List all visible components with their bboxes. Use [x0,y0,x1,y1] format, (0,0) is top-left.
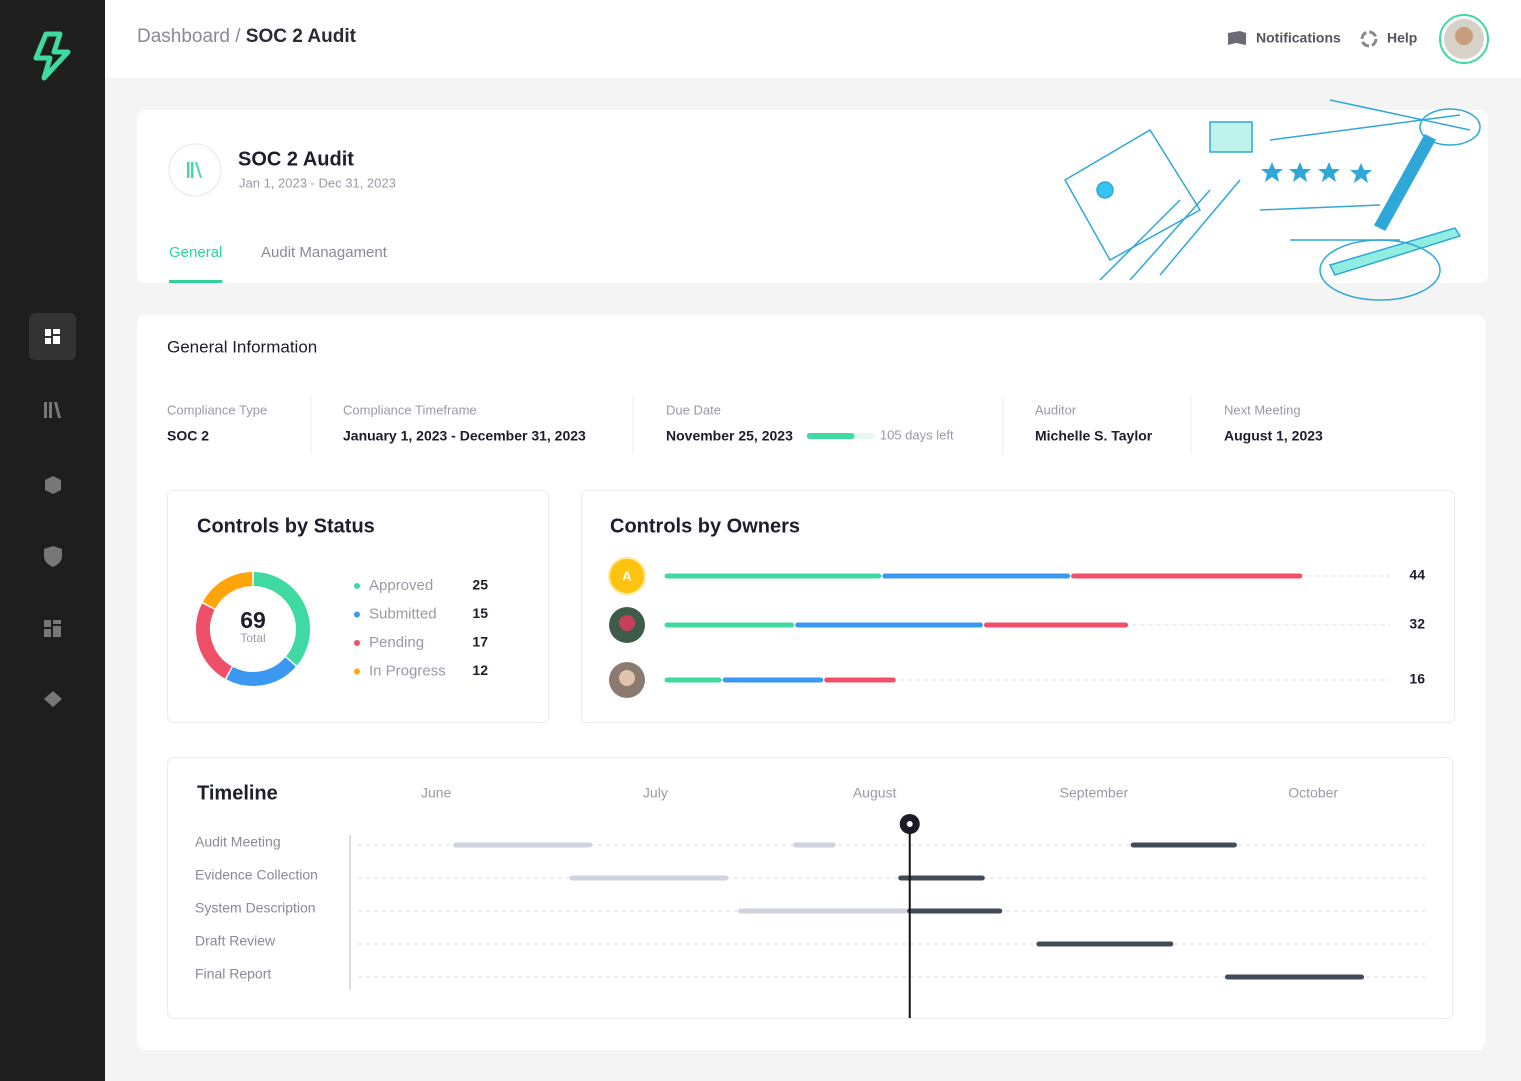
tab[interactable]: Audit Managament [261,244,388,261]
owner-total: 32 [1409,616,1425,632]
donut-total: 69 [240,607,266,633]
legend-dot [354,611,360,618]
field-value: SOC 2 [167,428,209,444]
tab[interactable]: General [169,244,222,261]
owner-total: 16 [1409,671,1425,687]
notifications-icon[interactable] [1228,31,1246,45]
owner-initial: A [622,568,632,583]
owner-avatar-face [619,615,635,631]
legend-dot [354,640,360,646]
field-label: Due Date [666,402,721,417]
timeline-title: Timeline [197,782,278,804]
today-marker-dot [906,821,913,827]
legend-dot [354,668,360,675]
illustration [1063,99,1481,301]
field-label: Compliance Timeframe [343,402,477,417]
sidebar [0,0,105,1081]
nav-icons[interactable] [44,402,62,707]
field-label: Next Meeting [1224,402,1301,417]
donut-segment [253,572,310,666]
legend-value: 12 [472,662,488,678]
donut-segment [196,603,233,679]
owner-avatar [608,557,646,595]
timeline-row-label: Evidence Collection [195,867,318,883]
breadcrumb-current: SOC 2 Audit [246,26,357,47]
legend-dot [354,583,360,589]
owners-card [581,490,1455,723]
field-value: November 25, 2023 [666,428,793,444]
month-label: June [421,785,452,801]
timeline-card [167,757,1453,1019]
timeline-row-label: Audit Meeting [195,834,281,850]
breadcrumb-parent[interactable]: Dashboard [137,26,230,47]
breadcrumb-separator: / [235,26,241,47]
owners-title: Controls by Owners [610,515,800,537]
audit-title: SOC 2 Audit [238,148,354,170]
audit-icon [168,143,222,197]
donut-total-label: Total [240,631,265,645]
audit-period: Jan 1, 2023 - Dec 31, 2023 [239,175,396,190]
legend-value: 17 [472,634,488,650]
illustration-stars [1261,162,1372,183]
progress-bar [806,433,855,439]
nav-dashboard[interactable] [29,313,76,360]
header [105,0,1521,78]
owner-avatar-face [619,670,635,686]
status-title: Controls by Status [197,515,375,537]
status-card [167,490,549,723]
audit-card [137,110,1488,283]
legend-label: Approved [369,577,433,594]
legend-value: 15 [472,605,488,621]
days-left: 105 days left [880,427,954,442]
legend-label: Pending [369,634,424,651]
field-value: August 1, 2023 [1224,428,1323,444]
timeline-row-label: Draft Review [195,933,276,949]
tab-underline [169,280,223,283]
legend-label: Submitted [369,605,437,622]
field-label: Auditor [1035,402,1077,417]
donut-segment [226,657,296,686]
help-link[interactable]: Help [1387,30,1417,46]
month-label: August [853,785,897,801]
notifications-link[interactable]: Notifications [1256,30,1341,46]
field-value: January 1, 2023 - December 31, 2023 [343,428,586,444]
legend-label: In Progress [369,662,446,679]
breadcrumb: Dashboard / SOC 2 Audit [137,26,357,47]
section-title: General Information [167,337,317,356]
user-avatar-face [1455,27,1473,45]
month-label: July [643,785,668,801]
field-value: Michelle S. Taylor [1035,428,1153,444]
help-icon[interactable] [1360,30,1378,48]
month-label: September [1060,785,1129,801]
timeline-row-label: System Description [195,900,316,916]
owner-total: 44 [1409,567,1425,583]
field-label: Compliance Type [167,402,267,417]
donut-segment [202,572,253,609]
audit-icon-glyph [187,162,202,178]
logo[interactable] [33,31,71,81]
legend-value: 25 [472,577,488,593]
month-label: October [1288,785,1338,801]
nav-dashboard-icon [45,329,60,344]
timeline-row-label: Final Report [195,966,271,982]
